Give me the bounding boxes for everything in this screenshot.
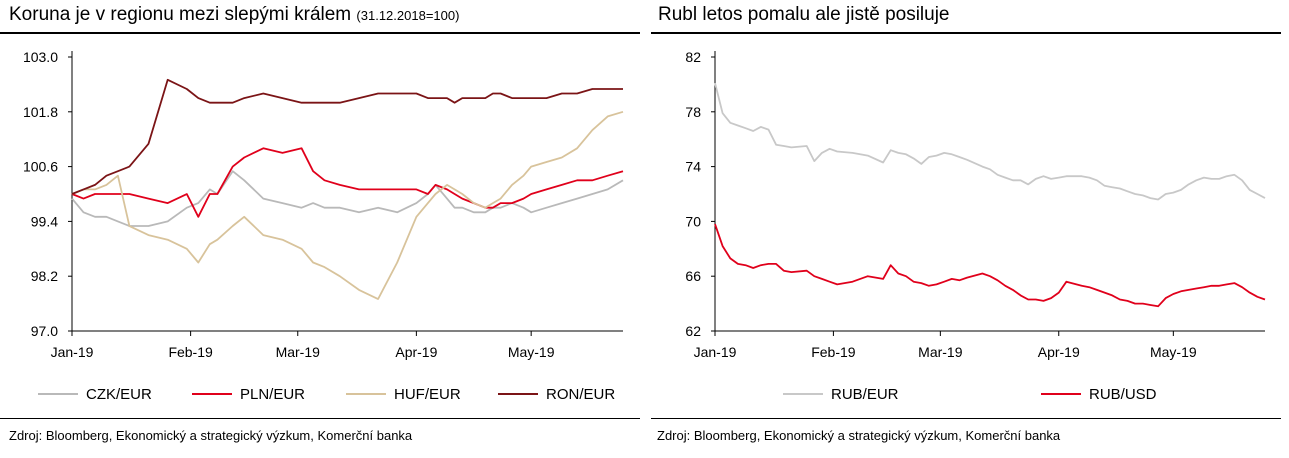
y-tick-label: 97.0	[31, 323, 58, 339]
y-tick-label: 78	[685, 104, 701, 120]
legend-item-rub-usd: RUB/USD	[1041, 382, 1157, 406]
y-tick-label: 66	[685, 268, 701, 284]
line-chart-rub: 62 66 70 74 78 82 Jan-19 Feb-19 Mar-19 Apr-19 May-…	[685, 49, 1266, 360]
source-divider	[651, 418, 1281, 419]
legend-swatch	[498, 393, 538, 395]
series-line-ron-eur	[71, 78, 623, 195]
source-note: Zdroj: Bloomberg, Ekonomický a strategic…	[9, 428, 413, 443]
legend-item-rub-eur: RUB/EUR	[783, 382, 899, 406]
x-tick-label: Mar-19	[918, 344, 963, 360]
legend-label: HUF/EUR	[394, 385, 461, 403]
y-tick-label: 99.4	[31, 213, 58, 229]
legend-swatch	[346, 393, 386, 395]
y-tick-label: 101.8	[23, 104, 58, 120]
line-chart-region-currencies: 97.0 98.2 99.4 100.6 101.8 103.0 Jan-19 Feb-19 M…	[23, 49, 624, 360]
chart-panel-czk-region: Koruna je v regionu mezi slepými králem …	[0, 0, 640, 458]
x-tick-label: Jan-19	[51, 344, 94, 360]
series-line-rub-eur	[714, 82, 1266, 201]
title-divider	[0, 32, 640, 34]
chart-title-text: Koruna je v regionu mezi slepými králem	[9, 4, 352, 25]
y-tick-label: 70	[685, 213, 701, 229]
series-line-huf-eur	[71, 110, 624, 300]
x-tick-label: Feb-19	[168, 344, 213, 360]
legend-swatch	[192, 393, 232, 395]
chart-title: Koruna je v regionu mezi slepými králem …	[9, 4, 459, 26]
y-tick-label: 82	[685, 49, 701, 65]
y-tick-label: 62	[685, 323, 701, 339]
x-tick-label: Apr-19	[395, 344, 437, 360]
title-divider	[651, 32, 1281, 34]
x-tick-label: Feb-19	[811, 344, 856, 360]
legend-swatch	[783, 393, 823, 395]
legend-label: RUB/EUR	[831, 385, 899, 403]
x-tick-label: Jan-19	[694, 344, 737, 360]
source-divider	[0, 418, 640, 419]
legend-item-pln-eur: PLN/EUR	[192, 382, 305, 406]
x-tick-label: Mar-19	[276, 344, 321, 360]
legend-item-ron-eur: RON/EUR	[498, 382, 615, 406]
chart-legend: CZK/EUR PLN/EUR HUF/EUR RON/EUR	[0, 382, 640, 406]
x-tick-label: May-19	[508, 344, 555, 360]
legend-item-huf-eur: HUF/EUR	[346, 382, 461, 406]
x-tick-label: May-19	[1150, 344, 1197, 360]
chart-legend: RUB/EUR RUB/USD	[651, 382, 1281, 406]
series-line-rub-usd	[714, 223, 1266, 308]
y-tick-label: 98.2	[31, 268, 58, 284]
source-note: Zdroj: Bloomberg, Ekonomický a strategic…	[657, 428, 1061, 443]
x-tick-label: Apr-19	[1038, 344, 1080, 360]
y-tick-label: 74	[685, 159, 701, 175]
chart-panel-rub: Rubl letos pomalu ale jistě posiluje 62 6…	[651, 0, 1281, 458]
chart-subtitle: (31.12.2018=100)	[356, 8, 460, 23]
legend-label: CZK/EUR	[86, 385, 152, 403]
series-line-czk-eur	[71, 170, 624, 227]
y-tick-label: 103.0	[23, 49, 58, 65]
legend-swatch	[1041, 393, 1081, 395]
chart-title: Rubl letos pomalu ale jistě posiluje	[658, 4, 950, 26]
legend-label: RUB/USD	[1089, 385, 1157, 403]
legend-swatch	[38, 393, 78, 395]
legend-label: RON/EUR	[546, 385, 616, 403]
chart-title-text: Rubl letos pomalu ale jistě posiluje	[658, 4, 950, 25]
y-tick-label: 100.6	[23, 159, 58, 175]
legend-item-czk-eur: CZK/EUR	[38, 382, 152, 406]
series-line-pln-eur	[71, 147, 624, 218]
legend-label: PLN/EUR	[240, 385, 306, 403]
